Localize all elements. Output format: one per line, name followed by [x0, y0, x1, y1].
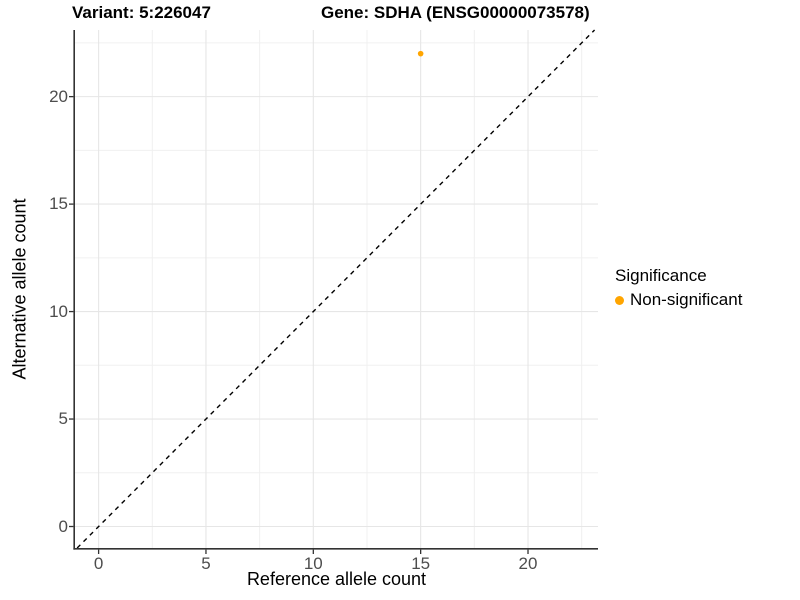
legend-entry: Non-significant — [615, 290, 742, 310]
x-tick-label: 20 — [518, 554, 538, 573]
legend-swatch-dot — [615, 295, 624, 305]
x-tick-label: 15 — [411, 554, 431, 573]
legend-entries: Non-significant — [615, 290, 742, 310]
x-tick-label: 10 — [303, 554, 323, 573]
y-tick-label: 20 — [49, 86, 68, 106]
x-tick-label: 5 — [201, 554, 211, 573]
y-tick-label: 10 — [49, 301, 68, 321]
legend: Significance Non-significant — [615, 266, 742, 310]
legend-title: Significance — [615, 266, 707, 285]
identity-dashed-line — [76, 29, 596, 549]
y-tick-label: 0 — [58, 516, 68, 536]
legend-entry-label: Non-significant — [630, 290, 743, 309]
x-tick-label: 0 — [93, 554, 104, 573]
y-tick-label: 15 — [49, 194, 68, 214]
gene-title: Gene: SDHA (ENSG00000073578) — [321, 3, 590, 22]
y-axis-title: Alternative allele count — [9, 198, 30, 380]
x-axis-title: Reference allele count — [246, 569, 427, 589]
y-tick-label: 5 — [58, 409, 68, 429]
data-point — [417, 50, 424, 57]
variant-title: Variant: 5:226047 — [72, 3, 211, 22]
